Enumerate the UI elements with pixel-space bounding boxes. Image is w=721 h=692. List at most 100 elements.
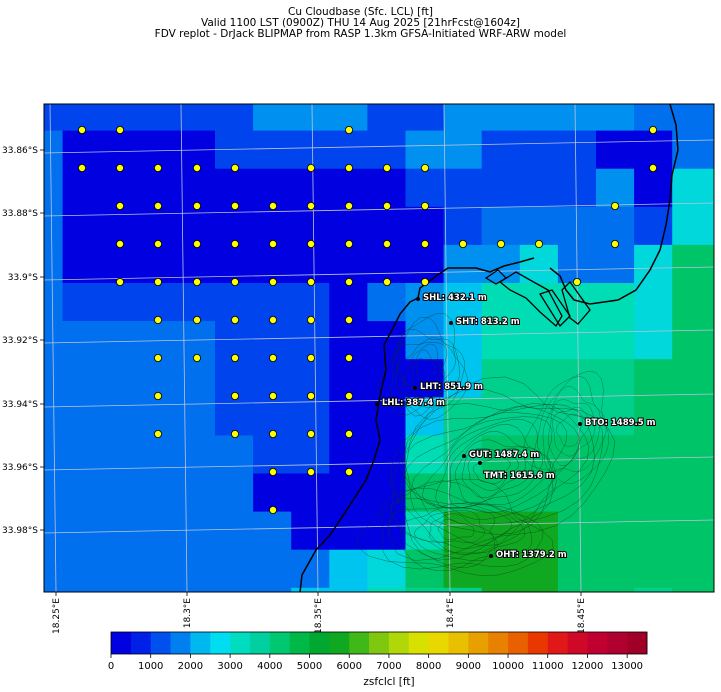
low-cloudbase-dot [611,201,620,210]
grid-cell [138,168,178,208]
terrain-contour [421,419,556,513]
latitude-tick-label: 33.98°S [2,526,38,536]
longitude-tick-label: 18.25°E [52,598,62,634]
grid-cell [253,511,292,551]
low-cloudbase-dot [344,429,353,438]
terrain-contours [357,313,616,576]
grid-cell [367,283,407,322]
low-cloudbase-dot [344,277,353,286]
grid-cell [519,104,559,132]
grid-cell [596,130,635,170]
colorbar-label: zsfclcl [ft] [363,676,414,688]
latitude-gridline [44,202,714,217]
grid-cell [100,397,140,436]
grid-cell [443,104,483,132]
grid-cell [291,244,330,284]
terrain-contour [435,424,552,510]
grid-cell [557,511,597,551]
grid-cell [405,206,445,246]
colorbar-band [269,632,291,654]
grid-cell [405,130,445,170]
grid-cell [329,321,368,360]
grid-cell [710,321,714,360]
grid-cell [62,473,102,513]
colorbar-band [111,632,132,654]
grid-cell [557,206,597,246]
grid-cell [62,397,102,436]
grid-cell [634,359,673,398]
grid-cell [253,473,292,513]
colorbar-band [150,632,171,654]
grid-cell [710,626,721,665]
grid-cell [367,104,407,132]
low-cloudbase-dot [230,353,239,362]
terrain-contour [472,456,511,484]
terrain-contour [533,375,607,474]
grid-cell [44,473,64,513]
grid-cell [291,206,330,246]
low-cloudbase-dot [153,353,162,362]
grid-cell [405,397,445,436]
grid-cell [710,435,714,475]
terrain-contour [387,487,533,571]
terrain-contour [522,370,610,485]
terrain-contour [429,513,485,544]
grid-cell [253,321,292,360]
grid-cell [253,130,292,170]
grid-cell [519,587,559,592]
colorbar-band [448,632,469,654]
low-cloudbase-dot [420,163,429,172]
station-label: LHT: 851.9 m [420,382,483,392]
grid-cell [44,104,64,132]
colorbar-tick-label: 9000 [456,661,481,672]
station-label: OHT: 1379.2 m [496,550,567,560]
cloudbase-grid [44,104,721,665]
grid-cell [215,549,254,589]
grid-cell [672,511,711,551]
low-cloudbase-dot [192,315,201,324]
colorbar-tick-label: 3000 [217,661,242,672]
grid-cell [443,283,483,322]
low-cloudbase-dot [78,126,87,135]
grid-cell [596,473,635,513]
low-cloudbase-dot [153,163,162,172]
grid-cell [481,321,521,360]
station-marker [462,454,466,458]
station-label: SHL: 432.1 m [423,293,487,303]
grid-cell [215,104,254,132]
low-cloudbase-dot [192,353,201,362]
grid-cell [596,206,635,246]
grid-cell [176,549,216,589]
grid-cell [596,244,635,284]
grid-cell [329,130,368,170]
grid-cell [519,168,559,208]
grid-cell [634,549,673,589]
grid-cell [44,130,64,170]
grid-cell [100,549,140,589]
terrain-contour [396,342,448,399]
grid-cell [138,397,178,436]
low-cloudbase-dot [116,163,125,172]
grid-cell [100,359,140,398]
colorbar-tick-label: 2000 [178,661,203,672]
low-cloudbase-dot [306,429,315,438]
grid-cell [596,435,635,475]
colorbar-band [210,632,231,654]
low-cloudbase-dot [611,239,620,248]
longitude-gridline [443,104,451,592]
colorbar-band [309,632,330,654]
low-cloudbase-dot [230,201,239,210]
grid-cell [138,359,178,398]
grid-cell [253,244,292,284]
grid-cell [557,549,597,589]
grid-cell [253,435,292,475]
grid-cell [405,587,445,592]
grid-cell [100,130,140,170]
grid-cell [596,587,635,592]
grid-cell [100,168,140,208]
colorbar-tick-label: 0 [108,661,114,672]
low-cloudbase-dot [535,239,544,248]
grid-cell [443,130,483,170]
colorbar-band [408,632,430,654]
grid-cell [405,511,445,551]
